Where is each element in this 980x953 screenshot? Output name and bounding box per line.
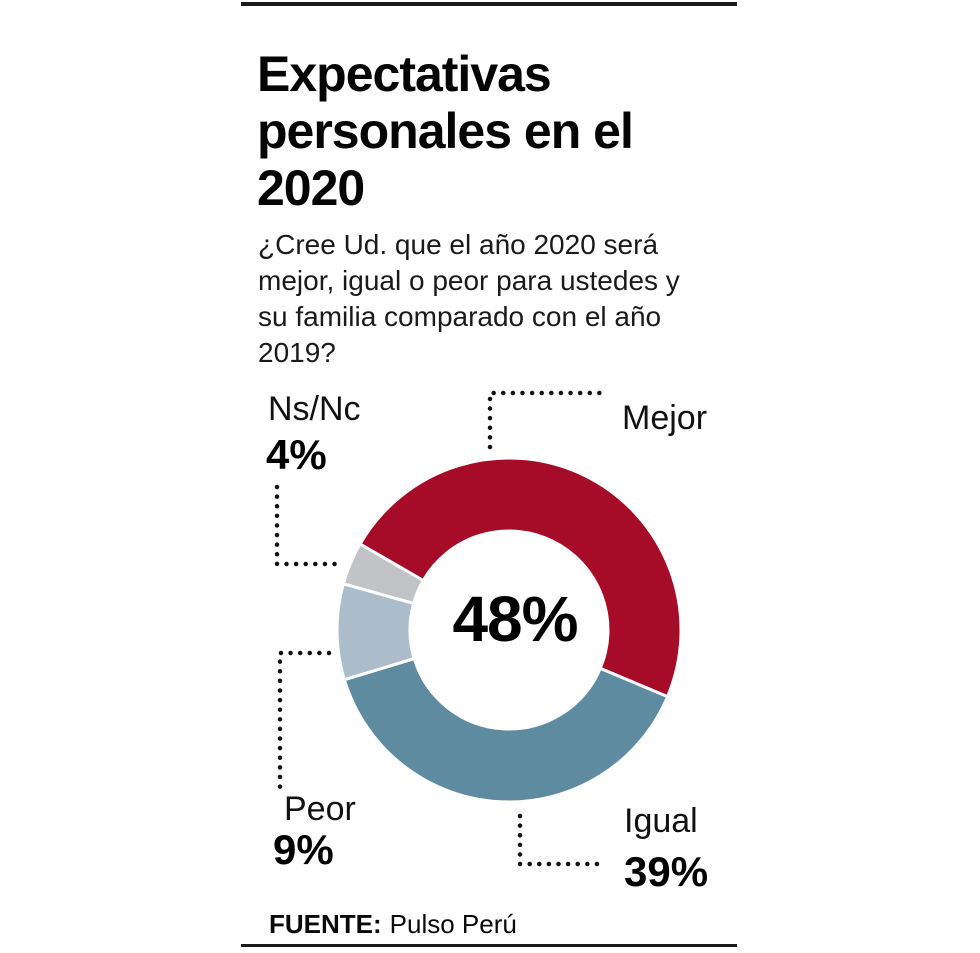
slice-mejor [357,456,683,699]
label-nsnc: Ns/Nc [268,390,361,428]
source-line: FUENTE: Pulso Perú [269,910,517,939]
donut-center-value: 48% [452,583,578,655]
value-peor: 9% [273,826,334,873]
donut-slices [335,456,683,804]
value-nsnc: 4% [266,431,327,478]
label-igual: Igual [624,802,698,840]
value-igual: 39% [624,848,709,895]
mejor-leader-line [487,390,604,450]
chart-title: Expectativas personales en el 2020 [257,46,634,216]
slice-ns-nc [341,541,426,606]
igual-leader-line [517,813,609,867]
source-label: FUENTE: [269,909,382,939]
peor-leader-line [277,650,332,794]
source-value: Pulso Perú [389,909,517,939]
survey-question: ¿Cree Ud. que el año 2020 será mejor, ig… [258,229,680,368]
bottom-rule [241,944,737,947]
nsnc-leader-line [274,484,344,567]
label-peor: Peor [284,790,356,828]
top-rule [241,2,737,6]
slice-igual [342,656,670,804]
label-mejor: Mejor [622,399,708,437]
